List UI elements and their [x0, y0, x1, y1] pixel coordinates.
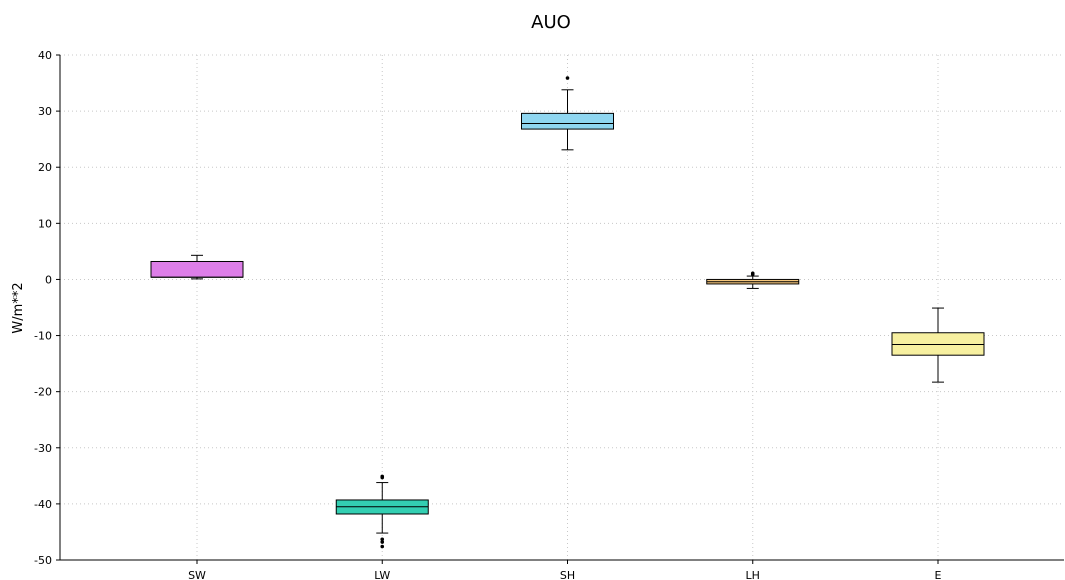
outlier-point — [565, 76, 570, 80]
box-sh — [521, 76, 614, 151]
outlier-point — [380, 540, 385, 544]
chart-title: AUO — [531, 12, 571, 33]
x-tick-label-sw: SW — [188, 569, 206, 580]
outlier-point — [380, 544, 385, 549]
y-tick-label: 10 — [38, 217, 52, 230]
box-lw — [335, 474, 429, 549]
x-tick-label-e: E — [935, 569, 942, 580]
y-tick-label: -20 — [34, 386, 52, 399]
outlier-point — [750, 271, 755, 276]
y-axis-label: W/m**2 — [11, 282, 26, 333]
x-tick-label-sh: SH — [560, 569, 575, 580]
box-iqr — [521, 112, 614, 130]
y-tick-label: -50 — [34, 554, 52, 567]
y-tick-label: -40 — [34, 498, 52, 511]
y-tick-label: 0 — [45, 273, 52, 286]
x-tick-label-lw: LW — [374, 569, 390, 580]
outlier-point — [380, 537, 385, 542]
box-iqr — [891, 332, 985, 356]
y-tick-label: 30 — [38, 105, 52, 118]
boxes — [150, 76, 985, 549]
box-lh — [706, 271, 800, 289]
box-sw — [150, 254, 244, 280]
y-tick-label: 40 — [38, 49, 52, 62]
outlier-point — [380, 475, 385, 480]
box-e — [891, 307, 985, 383]
grid-lines — [60, 54, 1064, 560]
axes — [56, 54, 1064, 564]
y-tick-labels: 40 30 20 10 0 -10 -20 -30 -40 -50 — [34, 49, 52, 567]
y-tick-label: -10 — [34, 330, 52, 343]
x-tick-label-lh: LH — [746, 569, 760, 580]
y-tick-label: -30 — [34, 442, 52, 455]
y-tick-label: 20 — [38, 161, 52, 174]
x-tick-labels: SW LW SH LH E — [188, 569, 941, 580]
box-iqr — [150, 260, 244, 278]
